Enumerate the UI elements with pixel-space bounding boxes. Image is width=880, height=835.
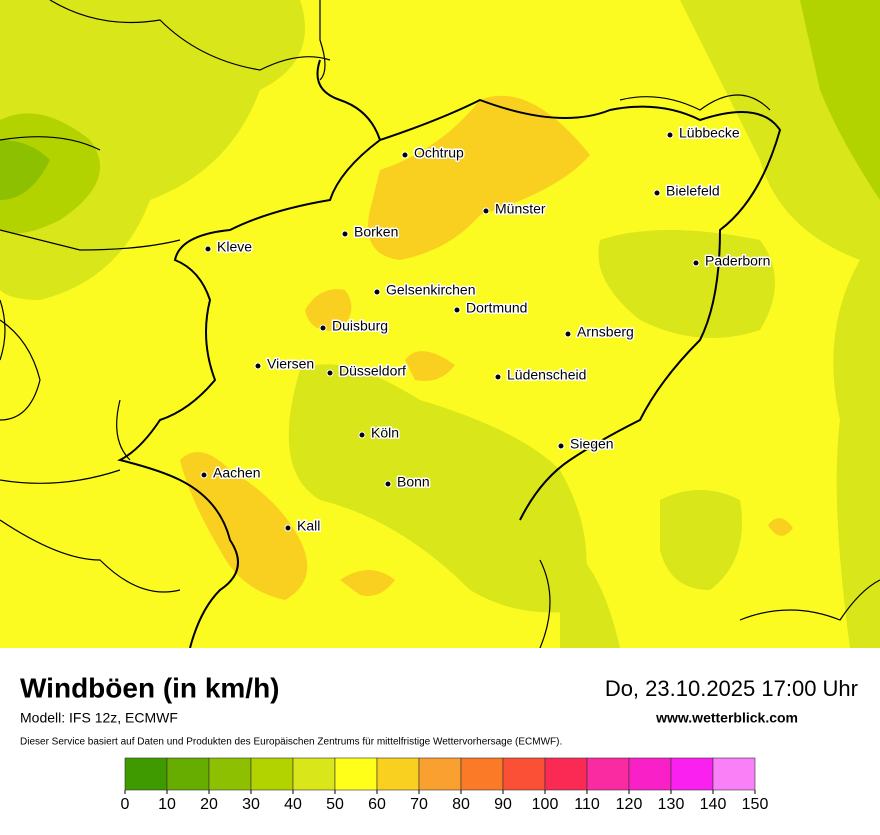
city-label: Köln (371, 425, 399, 441)
city-dot (384, 480, 392, 488)
city-dot (358, 431, 366, 439)
legend-tick-label: 40 (284, 796, 302, 813)
legend-tick-label: 60 (368, 796, 386, 813)
legend-tick-label: 140 (700, 796, 727, 813)
city-label: Viersen (267, 356, 314, 372)
city-dot (692, 259, 700, 267)
legend-swatch (586, 757, 630, 791)
city-dot (204, 245, 212, 253)
city-label: Düsseldorf (339, 363, 406, 379)
legend-swatch (334, 757, 378, 791)
city-dot (284, 524, 292, 532)
legend-tick-label: 150 (742, 796, 769, 813)
website: www.wetterblick.com (655, 710, 798, 726)
city-label: Paderborn (705, 253, 770, 269)
city-label: Borken (354, 224, 398, 240)
city-label: Siegen (570, 436, 614, 452)
legend-swatch (292, 757, 336, 791)
legend-swatch (208, 757, 252, 791)
legend-tick-label: 20 (200, 796, 218, 813)
city-dot (319, 324, 327, 332)
map-title: Windböen (in km/h) (20, 672, 280, 703)
legend-tick-label: 10 (158, 796, 176, 813)
city-dot (453, 306, 461, 314)
legend-swatch (544, 757, 588, 791)
legend-swatch (250, 757, 294, 791)
legend-tick-label: 100 (532, 796, 559, 813)
city-label: Gelsenkirchen (386, 282, 476, 298)
city-dot (666, 131, 674, 139)
legend-tick-label: 30 (242, 796, 260, 813)
city-dot (341, 230, 349, 238)
legend-swatch (418, 757, 462, 791)
city-label: Lübbecke (679, 125, 740, 141)
city-dot (200, 471, 208, 479)
city-label: Bielefeld (666, 183, 720, 199)
city-dot (653, 189, 661, 197)
legend-swatch (460, 757, 504, 791)
city-label: Münster (495, 201, 546, 217)
legend-swatch (628, 757, 672, 791)
legend-tick-label: 120 (616, 796, 643, 813)
city-dot (564, 330, 572, 338)
city-dot (254, 362, 262, 370)
legend-tick-label: 80 (452, 796, 470, 813)
city-label: Dortmund (466, 300, 527, 316)
city-label: Arnsberg (577, 324, 634, 340)
datetime: Do, 23.10.2025 17:00 Uhr (605, 676, 858, 701)
legend-tick-label: 130 (658, 796, 685, 813)
city-label: Ochtrup (414, 145, 464, 161)
city-dot (494, 373, 502, 381)
legend-swatch (670, 757, 714, 791)
city-dot (373, 288, 381, 296)
legend-swatch (376, 757, 420, 791)
legend-tick-label: 0 (121, 796, 130, 813)
disclaimer: Dieser Service basiert auf Daten und Pro… (20, 737, 562, 748)
legend-tick-label: 90 (494, 796, 512, 813)
color-legend: 0 10 20 30 40 50 60 70 80 90 100 110 120 130 140 150 (121, 757, 769, 813)
city-label: Lüdenscheid (507, 367, 586, 383)
city-label: Bonn (397, 474, 430, 490)
city-dot (557, 442, 565, 450)
city-dot (401, 151, 409, 159)
city-dot (482, 207, 490, 215)
city-label: Aachen (213, 465, 260, 481)
footer-background (0, 648, 880, 830)
model: Modell: IFS 12z, ECMWF (20, 710, 178, 726)
legend-swatch (124, 757, 168, 791)
map-area: Ochtrup Münster Lübbecke Bielefeld Paderborn… (0, 0, 880, 649)
legend-swatch (712, 757, 756, 791)
legend-tick-label: 50 (326, 796, 344, 813)
city-labels: Ochtrup Münster Lübbecke Bielefeld Paderborn… (200, 123, 772, 535)
city-label: Duisburg (332, 318, 388, 334)
city-label: Kall (297, 518, 320, 534)
legend-swatch (502, 757, 546, 791)
city-dot (326, 369, 334, 377)
city-label: Kleve (217, 239, 252, 255)
legend-swatch (166, 757, 210, 791)
legend-tick-label: 110 (574, 796, 600, 813)
legend-tick-label: 70 (410, 796, 428, 813)
